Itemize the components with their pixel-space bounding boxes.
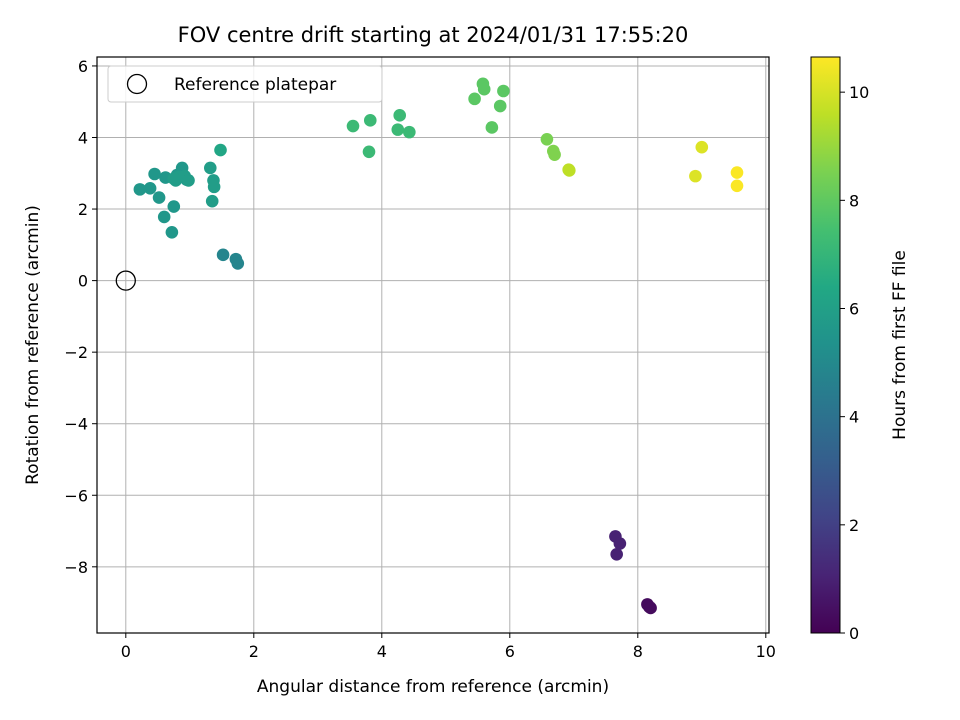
data-point <box>393 109 407 122</box>
scatter-points <box>133 77 744 615</box>
data-point <box>148 167 161 181</box>
data-point <box>167 172 181 185</box>
data-point <box>346 119 360 133</box>
data-point <box>157 210 171 224</box>
plot-frame <box>96 56 770 634</box>
y-tick-label: 4 <box>78 128 88 147</box>
data-point <box>214 143 227 157</box>
colorbar-label: Hours from first FF file <box>890 250 910 440</box>
legend-label-reference-platepar: Reference platepar <box>174 75 336 95</box>
colorbar-ticks: 0 2 4 6 8 10 <box>840 83 869 643</box>
grid <box>97 57 769 633</box>
data-point <box>610 547 623 561</box>
data-point <box>143 181 157 195</box>
data-point <box>689 169 702 183</box>
y-axis-label: Rotation from reference (arcmin) <box>23 205 43 485</box>
y-tick-label: 2 <box>78 200 88 219</box>
legend-reference-marker <box>126 73 148 95</box>
colorbar-tick-label: 10 <box>849 83 869 102</box>
data-point <box>548 148 561 161</box>
data-point <box>613 537 627 550</box>
x-tick-label: 4 <box>377 642 387 661</box>
colorbar-tick-label: 6 <box>849 299 859 318</box>
y-tick-label: −6 <box>64 486 88 505</box>
x-axis-ticks: 0 2 4 6 8 10 <box>121 633 776 661</box>
y-tick-label: −8 <box>64 558 88 577</box>
x-tick-label: 0 <box>121 642 131 661</box>
legend-box <box>107 65 383 103</box>
data-point <box>485 121 499 134</box>
data-point <box>730 166 744 179</box>
data-point <box>203 161 217 175</box>
colorbar: 0 2 4 6 8 10 Hours from first FF file <box>810 56 910 643</box>
data-point <box>477 82 491 96</box>
data-point <box>730 179 744 193</box>
x-tick-label: 2 <box>249 642 259 661</box>
data-point <box>216 248 230 262</box>
data-point <box>497 84 510 98</box>
data-point <box>644 601 657 615</box>
data-point <box>207 180 221 194</box>
data-point <box>182 174 195 187</box>
data-point <box>152 191 166 204</box>
data-point <box>133 183 147 196</box>
data-point <box>362 145 376 159</box>
x-tick-label: 6 <box>505 642 515 661</box>
y-tick-label: 6 <box>78 57 88 76</box>
y-tick-label: −4 <box>64 415 88 434</box>
legend: Reference platepar <box>107 65 383 103</box>
reference-platepar-marker <box>115 270 136 291</box>
y-tick-label: −2 <box>64 343 88 362</box>
colorbar-gradient <box>810 56 841 634</box>
y-tick-label: 0 <box>78 272 88 291</box>
data-point <box>563 164 576 177</box>
data-point <box>493 99 507 113</box>
data-point <box>391 123 405 136</box>
x-tick-label: 8 <box>633 642 643 661</box>
x-axis-label: Angular distance from reference (arcmin) <box>257 677 609 697</box>
data-point <box>231 257 245 270</box>
colorbar-tick-label: 8 <box>849 191 859 210</box>
data-point <box>167 200 181 213</box>
reference-marker-group <box>115 270 136 291</box>
colorbar-tick-label: 0 <box>849 624 859 643</box>
data-point <box>695 140 709 154</box>
y-axis-ticks: −8 −6 −4 −2 0 2 4 6 <box>64 57 97 577</box>
chart-title: FOV centre drift starting at 2024/01/31 … <box>178 23 689 47</box>
colorbar-tick-label: 2 <box>849 516 859 535</box>
data-point <box>468 92 481 106</box>
data-point <box>363 114 377 127</box>
data-point <box>205 194 219 208</box>
data-point <box>540 132 554 146</box>
data-point <box>165 226 179 239</box>
x-tick-label: 10 <box>756 642 776 661</box>
colorbar-tick-label: 4 <box>849 408 859 427</box>
data-point <box>403 125 416 139</box>
